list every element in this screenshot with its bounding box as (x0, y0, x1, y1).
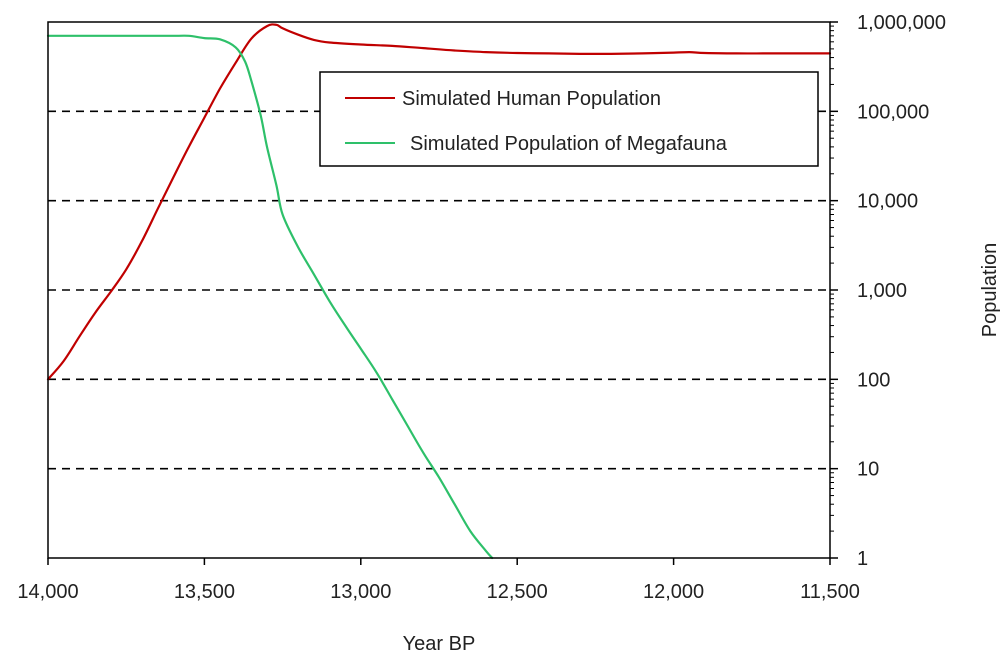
series-line-megafauna (46, 34, 494, 560)
y-axis-ticks: 1 10 100 1,000 10,000 100,000 1,000,000 (830, 12, 946, 570)
legend: Simulated Human Population Simulated Pop… (319, 71, 819, 167)
y-tick-label-3: 1,000 (857, 280, 907, 302)
y-tick-label-5: 100,000 (857, 101, 929, 123)
y-tick-label-2: 100 (857, 369, 890, 391)
x-axis-ticks: 14,000 13,500 13,000 12,500 12,000 11,500 (17, 558, 860, 603)
y-tick-label-0: 1 (857, 548, 868, 570)
y-tick-label-4: 10,000 (857, 191, 918, 213)
y-tick-label-1: 10 (857, 459, 879, 481)
x-tick-label-4: 12,000 (643, 581, 704, 603)
x-tick-label-2: 13,000 (330, 581, 391, 603)
legend-box (319, 71, 819, 167)
x-tick-label-5: 11,500 (800, 581, 860, 603)
x-tick-label-3: 12,500 (487, 581, 548, 603)
y-axis-title: Population (979, 243, 1001, 338)
x-axis-title: Year BP (403, 633, 476, 655)
legend-label-human: Simulated Human Population (402, 88, 661, 110)
x-tick-label-1: 13,500 (174, 581, 235, 603)
legend-label-megafauna: Simulated Population of Megafauna (410, 133, 728, 155)
series-layer (46, 23, 832, 560)
series-line-human (46, 23, 832, 381)
x-tick-label-0: 14,000 (17, 581, 78, 603)
y-tick-label-6: 1,000,000 (857, 12, 946, 34)
